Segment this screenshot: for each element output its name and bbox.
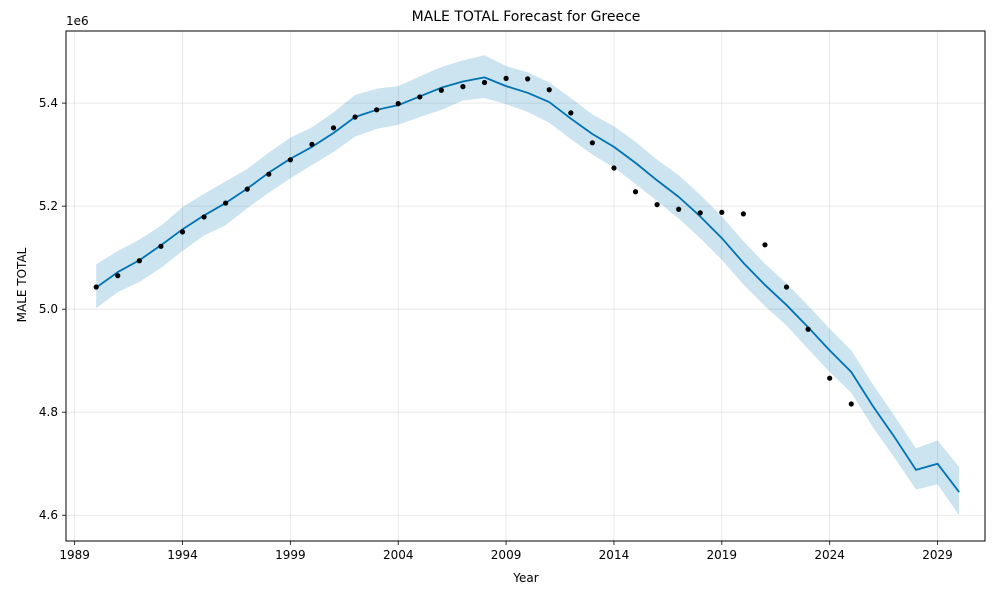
y-axis-ticks: 4.6 4.8 5.0 5.2 5.4	[39, 96, 66, 522]
observed-point	[676, 206, 682, 212]
y-tick-label: 5.4	[39, 96, 58, 110]
x-tick-label: 1989	[59, 548, 90, 562]
observed-point	[546, 87, 552, 93]
x-axis-ticks: 1989 1994 1999 2004 2009 2014 2019 2024 2029	[59, 541, 953, 562]
observed-point	[395, 101, 401, 107]
observed-point	[568, 110, 574, 116]
observed-point	[93, 284, 99, 290]
observed-point	[805, 326, 811, 332]
y-tick-label: 5.0	[39, 302, 58, 316]
y-tick-label: 5.2	[39, 199, 58, 213]
observed-point	[848, 401, 854, 407]
x-tick-label: 2029	[922, 548, 953, 562]
y-axis-title: MALE TOTAL	[15, 247, 29, 322]
observed-point	[223, 200, 229, 206]
x-tick-label: 2024	[814, 548, 845, 562]
observed-point	[287, 157, 293, 163]
observed-point	[352, 114, 358, 120]
plot-frame	[65, 30, 986, 542]
observed-point	[244, 186, 250, 192]
x-tick-label: 2019	[707, 548, 738, 562]
observed-point	[158, 243, 164, 249]
observed-point	[309, 141, 315, 147]
observed-points	[93, 75, 854, 407]
observed-point	[115, 273, 121, 279]
observed-point	[266, 171, 272, 177]
observed-point	[827, 375, 833, 381]
y-tick-label: 4.6	[39, 508, 58, 522]
x-tick-label: 1999	[275, 548, 306, 562]
observed-point	[460, 84, 466, 90]
observed-point	[201, 214, 207, 220]
observed-point	[374, 107, 380, 113]
observed-point	[503, 75, 509, 81]
observed-point	[438, 87, 444, 93]
chart-title: MALE TOTAL Forecast for Greece	[412, 9, 641, 25]
y-tick-label: 4.8	[39, 405, 58, 419]
observed-point	[783, 284, 790, 290]
observed-point	[740, 211, 746, 217]
y-axis-offset-label: 1e6	[66, 14, 89, 28]
observed-point	[654, 202, 660, 208]
observed-point	[589, 140, 595, 146]
x-tick-label: 1994	[167, 548, 198, 562]
observed-point	[697, 210, 703, 216]
grid-lines	[66, 31, 985, 541]
observed-point	[762, 242, 768, 248]
observed-point	[525, 76, 531, 82]
x-tick-label: 2004	[383, 548, 414, 562]
observed-point	[330, 125, 337, 131]
observed-point	[719, 209, 725, 215]
observed-point	[632, 189, 639, 195]
observed-point	[481, 79, 488, 86]
x-axis-title: Year	[512, 571, 538, 585]
observed-point	[417, 94, 423, 100]
x-tick-label: 2009	[491, 548, 522, 562]
observed-point	[179, 229, 186, 235]
observed-point	[136, 258, 142, 264]
forecast-line	[95, 76, 960, 493]
x-tick-label: 2014	[599, 548, 630, 562]
observed-point	[611, 165, 617, 171]
